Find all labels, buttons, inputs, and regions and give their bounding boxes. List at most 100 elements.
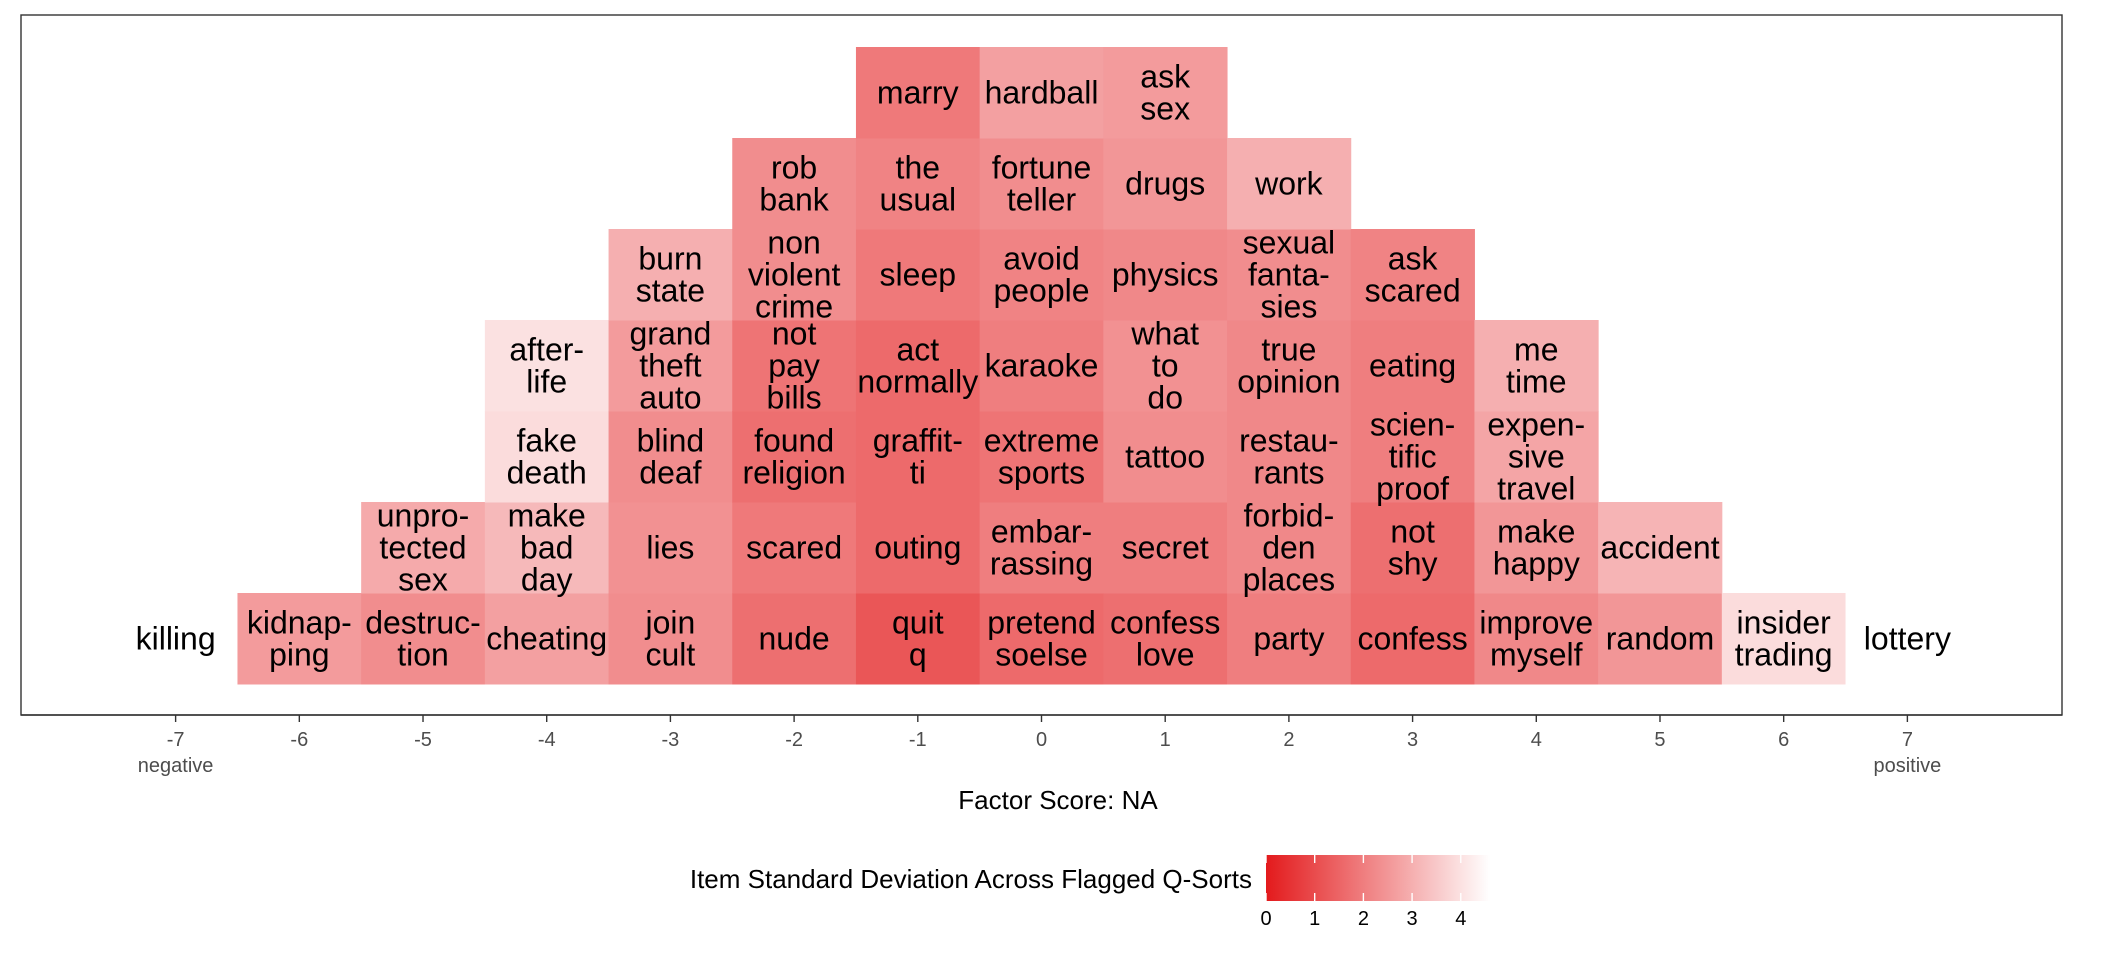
cell-label-expen-sive-travel: expen-sive travel <box>1487 407 1585 507</box>
cell-label-unpro-tected-sex: unpro-tected sex <box>377 498 470 598</box>
cell-extreme-sports <box>979 411 1104 503</box>
cell-label-rob-bank: rob bank <box>759 150 829 218</box>
cell-label-improve-myself: improve myself <box>1479 605 1593 673</box>
cell-sexual-fanta-sies <box>1227 229 1352 321</box>
cell-eating <box>1350 320 1475 412</box>
cell-secret <box>1103 502 1228 594</box>
cell-label-extreme-sports: extreme sports <box>984 423 1100 491</box>
cell-burn-state <box>608 229 733 321</box>
x-tick-label: 1 <box>1160 729 1171 751</box>
cell-insider-trading <box>1721 593 1847 685</box>
x-tick-label: 5 <box>1654 729 1665 751</box>
cell-label-found-religion: found religion <box>743 423 846 491</box>
legend-tick-label: 3 <box>1407 908 1418 930</box>
cell-label-sexual-fanta-sies: sexual fanta-sies <box>1243 225 1336 325</box>
cell-confess-love <box>1103 593 1228 685</box>
cell-pretend-soelse <box>979 593 1104 685</box>
cell-label-insider-trading: insider trading <box>1735 605 1833 673</box>
cell-label-party: party <box>1253 621 1324 657</box>
cell-killing <box>113 593 238 685</box>
cell-label-tattoo: tattoo <box>1125 439 1205 475</box>
cell-not-pay-bills <box>732 320 857 412</box>
cell-label-forbid-den-places: forbid-den places <box>1243 498 1336 598</box>
cell-label-eating: eating <box>1369 348 1456 384</box>
x-axis: -7 negative -6 -5 -4 -3 -2 -1 0 1 2 3 4 5 6 7 positive <box>138 715 1941 777</box>
legend-tick-label: 2 <box>1358 908 1369 930</box>
legend-title: Item Standard Deviation Across Flagged Q… <box>690 864 1252 894</box>
x-tick-label: -6 <box>290 729 308 751</box>
cell-label-avoid-people: avoid people <box>993 241 1089 309</box>
cell-label-join-cult: join cult <box>645 605 696 673</box>
legend-colorbar <box>1266 855 1490 901</box>
legend: Item Standard Deviation Across Flagged Q… <box>690 855 1490 930</box>
cell-make-bad-day <box>484 502 610 594</box>
cell-restau-rants <box>1227 411 1352 503</box>
cell-sleep <box>855 229 981 321</box>
cell-embar-rassing <box>979 502 1104 594</box>
x-tick-label: -2 <box>785 729 803 751</box>
cell-label-make-happy: make happy <box>1493 514 1580 582</box>
x-tick-label: 7 <box>1902 729 1913 751</box>
cell-label-make-bad-day: make bad day <box>508 498 586 598</box>
cell-label-destruc-tion: destruc-tion <box>365 605 481 673</box>
cell-label-non-violent-crime: non violent crime <box>748 225 841 325</box>
x-tick-sublabel-positive: positive <box>1873 755 1941 777</box>
cell-true-opinion <box>1227 320 1352 412</box>
legend-tick-label: 4 <box>1455 908 1466 930</box>
cell-label-physics: physics <box>1112 257 1219 293</box>
x-tick-label: -3 <box>662 729 680 751</box>
cell-label-scien-tific-proof: scien-tific proof <box>1370 407 1455 507</box>
cell-label-cheating: cheating <box>486 621 607 657</box>
cell-label-quit-q: quit q <box>892 605 944 673</box>
legend-tick-label: 0 <box>1260 908 1271 930</box>
cell-the-usual <box>855 138 981 230</box>
cell-ask-scared <box>1350 229 1475 321</box>
x-tick-label: -1 <box>909 729 927 751</box>
cell-non-violent-crime <box>732 229 857 321</box>
cell-outing <box>855 502 981 594</box>
cell-join-cult <box>608 593 733 685</box>
x-axis-title: Factor Score: NA <box>958 785 1158 815</box>
cell-act-normally <box>855 320 981 412</box>
cell-hardball <box>979 47 1104 139</box>
x-tick-label: 3 <box>1407 729 1418 751</box>
cell-blind-deaf <box>608 411 733 503</box>
cell-label-embar-rassing: embar-rassing <box>990 514 1093 582</box>
cell-graffit-ti <box>855 411 981 503</box>
cell-label-random: random <box>1606 621 1715 657</box>
cell-label-marry: marry <box>877 75 959 111</box>
cell-label-what-to-do: what to do <box>1130 316 1199 416</box>
cell-label-lottery: lottery <box>1864 621 1951 657</box>
cell-label-confess-love: confess love <box>1110 605 1220 673</box>
cell-label-act-normally: act normally <box>857 332 978 400</box>
cell-unpro-tected-sex <box>361 502 486 594</box>
cell-make-happy <box>1474 502 1599 594</box>
cell-label-the-usual: the usual <box>880 150 957 218</box>
cell-label-graffit-ti: graffit-ti <box>873 423 963 491</box>
cell-label-hardball: hardball <box>985 75 1099 111</box>
cell-label-lies: lies <box>646 530 694 566</box>
cell-after-life <box>484 320 610 412</box>
cell-lottery <box>1845 593 1970 685</box>
cell-label-restau-rants: restau-rants <box>1239 423 1339 491</box>
cell-scared <box>732 502 857 594</box>
cell-work <box>1227 138 1352 230</box>
cell-label-fake-death: fake death <box>507 423 587 491</box>
cell-marry <box>855 47 981 139</box>
cell-label-not-pay-bills: not pay bills <box>767 316 822 416</box>
cell-label-killing: killing <box>136 621 216 657</box>
cell-label-work: work <box>1254 166 1324 202</box>
cell-fake-death <box>484 411 610 503</box>
x-tick-label: -5 <box>414 729 432 751</box>
cell-kidnap-ping <box>237 593 362 685</box>
cell-label-after-life: after-life <box>509 332 584 400</box>
cell-fortune-teller <box>979 138 1104 230</box>
cell-label-nude: nude <box>759 621 830 657</box>
cell-label-confess: confess <box>1357 621 1467 657</box>
cell-grand-theft-auto <box>608 320 733 412</box>
cell-destruc-tion <box>361 593 486 685</box>
x-tick-label: 0 <box>1036 729 1047 751</box>
cell-rob-bank <box>732 138 857 230</box>
cell-party <box>1227 593 1352 685</box>
